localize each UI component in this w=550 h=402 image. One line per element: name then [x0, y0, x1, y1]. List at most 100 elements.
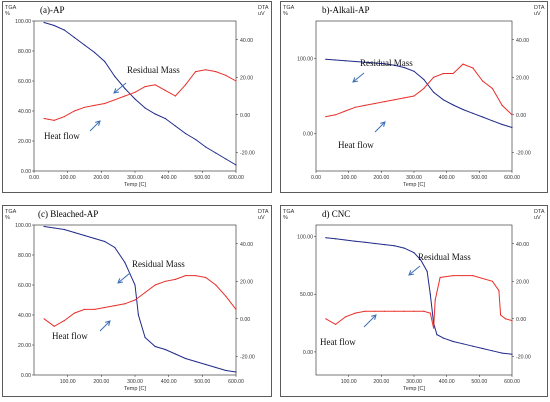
annotation-heat-flow: Heat flow — [320, 337, 356, 347]
data-point-dta — [325, 318, 327, 320]
panel-frame — [2, 1, 272, 193]
arrow-residual-mass-head — [117, 278, 124, 284]
data-point-dta — [335, 114, 337, 116]
data-point-dta — [413, 310, 415, 312]
data-point-tga — [215, 366, 217, 369]
data-point-dta — [53, 119, 55, 121]
data-point-tga — [195, 360, 197, 363]
annotation-residual-mass: Residual Mass — [418, 252, 471, 262]
annotation-residual-mass: Residual Mass — [127, 65, 180, 75]
y-right-tick-label: 0.00 — [516, 317, 526, 323]
data-point-dta — [384, 310, 386, 312]
x-tick-label: 200.00 — [373, 379, 389, 385]
data-point-tga — [215, 152, 217, 154]
y-left-tick-label: 80.00 — [18, 49, 31, 55]
data-point-dta — [73, 312, 75, 314]
data-point-dta — [403, 310, 405, 312]
data-point-dta — [433, 76, 435, 78]
x-tick-label: 100.00 — [60, 175, 76, 181]
data-point-tga — [374, 62, 376, 64]
data-point-dta — [439, 276, 441, 279]
y-right-tick-label: -20.00 — [240, 354, 255, 360]
data-point-tga — [482, 116, 484, 118]
data-point-dta — [393, 99, 395, 101]
data-point-tga — [104, 60, 106, 63]
data-point-dta — [154, 84, 156, 86]
data-point-tga — [429, 293, 431, 295]
data-point-tga — [83, 44, 86, 46]
x-tick-label: 200.00 — [373, 175, 389, 181]
y-left-tick-label: 100.00 — [15, 223, 31, 229]
right-axis-unit-2: uV — [258, 11, 265, 17]
data-point-dta — [83, 106, 86, 108]
data-point-tga — [134, 284, 136, 286]
x-tick-label: 500.00 — [194, 175, 210, 181]
data-point-dta — [174, 95, 176, 97]
data-point-dta — [500, 314, 502, 316]
data-point-tga — [442, 99, 444, 101]
data-point-dta — [472, 275, 474, 277]
series-line-dta — [325, 275, 513, 329]
data-point-tga — [83, 234, 86, 237]
x-tick-label: 200.00 — [93, 175, 109, 181]
annotation-residual-mass: Residual Mass — [132, 259, 185, 269]
y-right-tick-label: 40.00 — [240, 242, 253, 248]
x-tick-label: 100.00 — [341, 175, 357, 181]
y-left-tick-label: 40.00 — [18, 109, 31, 115]
arrow-residual-mass — [113, 82, 127, 94]
data-point-dta — [434, 299, 436, 301]
data-point-tga — [354, 60, 356, 63]
data-point-dta — [423, 87, 425, 90]
x-tick-label: 0.00 — [29, 175, 39, 181]
y-left-tick-label: 60.00 — [18, 283, 31, 289]
data-point-tga — [413, 252, 415, 254]
x-tick-label: 500.00 — [194, 379, 210, 385]
data-point-dta — [498, 290, 500, 292]
arrow-heat-flow-head — [95, 120, 101, 126]
annotation-heat-flow: Heat flow — [44, 131, 80, 141]
data-point-tga — [462, 343, 464, 345]
right-axis-unit: DTA — [534, 5, 545, 11]
x-tick-label: 600.00 — [228, 175, 244, 181]
data-point-tga — [482, 347, 484, 350]
data-point-tga — [235, 371, 237, 373]
chart-title: d) CNC — [322, 209, 350, 219]
x-tick-label: 100.00 — [60, 379, 76, 385]
data-point-dta — [205, 276, 207, 279]
data-point-tga — [442, 337, 444, 339]
y-right-tick-label: 20.00 — [516, 279, 529, 285]
data-point-dta — [374, 102, 376, 105]
x-tick-label: 300.00 — [127, 379, 143, 385]
data-point-dta — [184, 275, 187, 277]
data-point-dta — [491, 280, 493, 282]
data-point-dta — [452, 72, 454, 75]
series-line-dta — [44, 69, 237, 121]
series-line-tga — [325, 58, 513, 128]
data-point-dta — [423, 310, 425, 312]
data-point-dta — [482, 80, 484, 82]
data-point-dta — [124, 95, 126, 97]
data-point-dta — [215, 71, 217, 73]
data-point-dta — [374, 310, 376, 312]
data-point-dta — [154, 284, 156, 286]
data-point-dta — [364, 310, 366, 312]
data-point-tga — [511, 126, 513, 129]
data-point-tga — [491, 120, 493, 122]
data-point-dta — [344, 316, 346, 318]
left-axis-unit: TGA — [5, 5, 17, 11]
series-line-dta — [325, 63, 513, 118]
data-point-dta — [174, 278, 176, 280]
y-left-tick-label: 20.00 — [18, 139, 31, 145]
data-point-dta — [43, 318, 45, 320]
y-right-tick-label: 0.00 — [516, 113, 526, 119]
data-point-tga — [124, 87, 126, 90]
x-tick-label: 300.00 — [406, 379, 422, 385]
left-axis-unit: TGA — [5, 209, 17, 215]
data-point-tga — [436, 334, 438, 336]
x-tick-label: 400.00 — [161, 175, 177, 181]
arrow-heat-flow-head — [105, 320, 111, 326]
data-point-dta — [504, 318, 507, 320]
data-point-dta — [403, 97, 405, 99]
data-point-tga — [335, 59, 337, 61]
